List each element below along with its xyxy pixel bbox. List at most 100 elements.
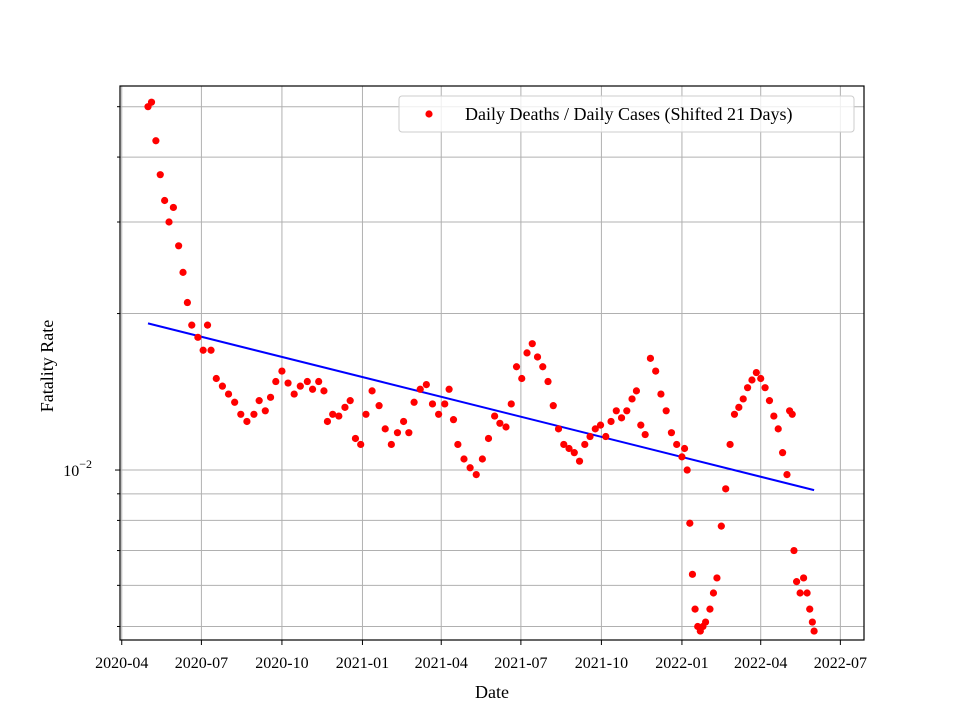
data-point [688,570,697,578]
data-point [623,407,631,415]
legend-label: Daily Deaths / Daily Cases (Shifted 21 D… [465,104,792,125]
data-point [706,605,714,613]
data-point [575,457,584,465]
x-tick-label: 2020-10 [255,655,308,672]
data-point [800,574,808,582]
legend: Daily Deaths / Daily Cases (Shifted 21 D… [398,95,855,133]
data-point [709,589,718,597]
data-point [199,346,207,354]
data-point [662,407,670,415]
data-point [765,397,774,405]
data-point [243,417,251,426]
data-point [329,410,337,418]
x-tick-label: 2020-04 [95,655,148,672]
data-point [667,429,676,437]
data-point [375,402,383,410]
data-point [752,368,760,377]
data-point [231,398,239,406]
data-point [472,470,480,479]
data-point [323,417,332,426]
data-point [730,410,739,418]
data-point [586,432,594,441]
data-point [502,423,510,431]
data-point [255,397,263,405]
axis-ticks: 2020-04 2020-07 2020-10 2021-01 2021-04 2021-… [63,106,867,672]
data-point [147,98,156,106]
data-point [278,367,286,375]
y-axis-label: Fatality Rate [37,320,57,412]
data-point [169,203,177,212]
data-point [351,434,360,443]
data-point [308,385,317,393]
data-point [641,430,649,439]
data-point [770,412,778,420]
data-point [726,440,734,449]
data-point [748,376,756,384]
legend-box [398,95,855,133]
data-point [441,400,449,408]
data-point [678,453,686,461]
data-point [673,440,681,449]
data-point [284,379,292,387]
data-point [518,374,526,383]
data-point [454,440,462,449]
data-point [188,321,196,329]
data-point [761,384,769,392]
data-point [683,466,691,474]
data-point [175,242,183,250]
data-point [362,410,370,418]
data-point [224,390,233,398]
data-point [793,578,801,586]
data-point [570,449,578,457]
data-point [533,353,542,361]
x-tick-label: 2022-04 [734,655,787,672]
data-points-layer [144,98,818,635]
data-point [303,377,311,386]
data-point [416,385,424,393]
data-point [320,387,328,395]
data-point [778,449,787,457]
x-tick-label: 2021-04 [415,655,468,672]
data-point [165,218,173,226]
data-point [212,374,220,383]
data-point [657,390,665,398]
data-point [435,410,443,418]
data-point [237,410,245,418]
x-tick-label: 2020-07 [175,655,228,672]
data-point [460,455,468,463]
data-point [808,618,816,626]
data-point [544,377,552,386]
data-point [607,417,615,426]
data-point [523,349,531,357]
data-point [194,333,202,341]
data-point [393,429,402,437]
data-point [156,171,164,179]
data-point [466,464,474,472]
data-point [617,414,626,422]
data-point [757,374,765,383]
data-point [368,387,376,395]
data-point [632,387,641,395]
data-point [315,377,323,386]
data-point [179,268,187,276]
x-tick-label: 2021-10 [575,655,628,672]
data-point [722,485,730,493]
data-point [484,434,493,443]
data-point [612,407,620,415]
data-point [803,589,811,597]
data-point [183,298,191,307]
data-point [161,196,169,205]
data-point [507,400,515,408]
data-point [628,395,636,403]
data-point [428,400,437,408]
data-point [218,382,227,390]
data-point [810,627,818,635]
data-point [539,363,547,371]
data-point [207,346,215,354]
data-point [652,367,660,375]
data-point [739,395,747,403]
data-point [602,432,610,441]
data-point [783,470,791,479]
data-point [152,137,160,145]
data-point [560,440,568,449]
